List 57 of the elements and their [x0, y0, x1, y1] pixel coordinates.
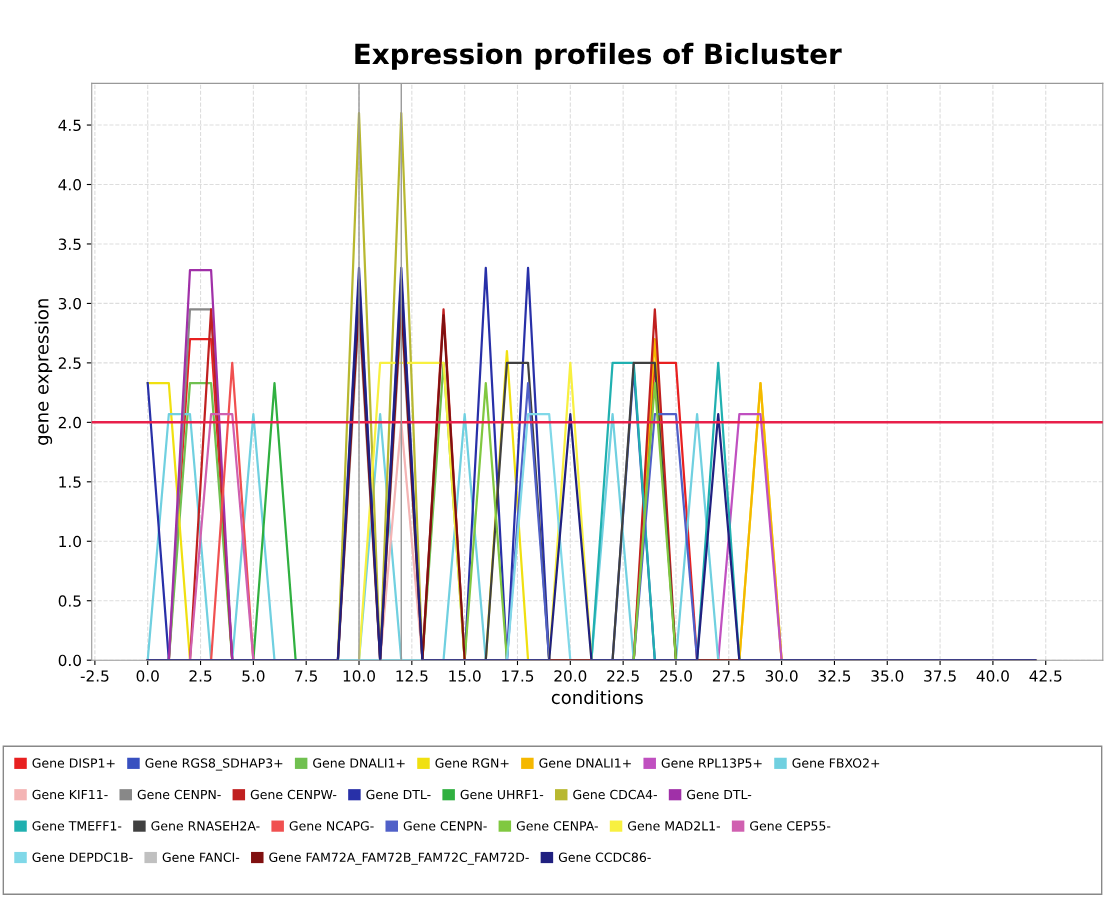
legend-label: Gene NCAPG-	[289, 821, 374, 831]
x-tick-label: 10.0	[343, 670, 375, 682]
x-tick-label: 17.5	[502, 670, 534, 682]
y-tick-label: 2.5	[58, 357, 81, 369]
x-tick-label: 35.0	[871, 670, 904, 682]
legend-label: Gene DTL-	[687, 789, 752, 800]
legend-label: Gene CEP55-	[750, 821, 831, 831]
legend-label: Gene MAD2L1-	[627, 821, 720, 831]
legend-label: Gene UHRF1-	[460, 789, 544, 800]
y-tick-label: 4.0	[58, 178, 81, 191]
legend-label: Gene RNASEH2A-	[151, 821, 260, 831]
y-tick-label: 0.5	[58, 595, 81, 607]
x-tick-label: 12.5	[396, 670, 428, 682]
y-tick-label: 3.0	[58, 297, 81, 310]
x-tick-label: 40.0	[976, 670, 1009, 682]
legend-label: Gene RPL13P5+	[661, 758, 762, 768]
y-axis-title: gene expression	[34, 299, 53, 445]
legend-label: Gene CDCA4-	[573, 789, 657, 800]
x-tick-label: 42.5	[1029, 670, 1062, 682]
legend-label: Gene CCDC86-	[558, 852, 651, 862]
legend-label: Gene DEPDC1B-	[32, 852, 133, 862]
y-tick-label: 0.0	[58, 654, 81, 667]
x-axis-title: conditions	[551, 690, 643, 705]
legend-label: Gene FANCI-	[162, 852, 240, 862]
x-tick-label: 30.0	[765, 670, 798, 682]
legend-label: Gene DNALI1+	[539, 758, 631, 768]
legend-label: Gene KIF11-	[32, 789, 108, 800]
x-tick-label: 22.5	[607, 670, 639, 682]
y-tick-label: 1.5	[59, 476, 81, 488]
x-tick-label: 20.0	[554, 670, 587, 682]
legend-label: Gene RGS8_SDHAP3+	[145, 758, 283, 771]
x-tick-label: 32.5	[818, 670, 851, 682]
y-tick-label: 4.5	[58, 119, 81, 132]
legend-label: Gene CENPN-	[403, 821, 487, 831]
legend-label: Gene CENPN-	[137, 789, 221, 800]
legend-label: Gene RGN+	[435, 758, 509, 768]
legend-label: Gene CENPW-	[250, 789, 337, 800]
legend-label: Gene TMEFF1-	[32, 821, 122, 831]
y-tick-label: 1.0	[59, 535, 81, 548]
legend-label: Gene FAM72A_FAM72B_FAM72C_FAM72D-	[269, 852, 529, 865]
legend-label: Gene FBXO2+	[792, 758, 880, 768]
x-tick-label: 25.0	[660, 670, 692, 682]
chart-title: Expression profiles of Bicluster	[355, 42, 842, 70]
y-tick-label: 2.0	[58, 416, 81, 429]
legend-label: Gene CENPA-	[516, 821, 598, 831]
y-tick-label: 3.5	[58, 238, 81, 250]
x-tick-label: 5.0	[242, 670, 265, 682]
x-tick-label: 37.5	[924, 670, 956, 682]
x-tick-label: 7.5	[295, 670, 317, 682]
x-tick-label: 27.5	[712, 670, 745, 682]
legend-label: Gene DISP1+	[32, 758, 115, 768]
x-tick-label: -2.5	[80, 670, 109, 682]
legend-label: Gene DNALI1+	[313, 758, 405, 768]
x-tick-label: 0.0	[136, 670, 159, 682]
x-tick-label: 2.5	[189, 670, 212, 682]
x-tick-label: 15.0	[449, 670, 481, 682]
legend-label: Gene DTL-	[366, 789, 431, 800]
